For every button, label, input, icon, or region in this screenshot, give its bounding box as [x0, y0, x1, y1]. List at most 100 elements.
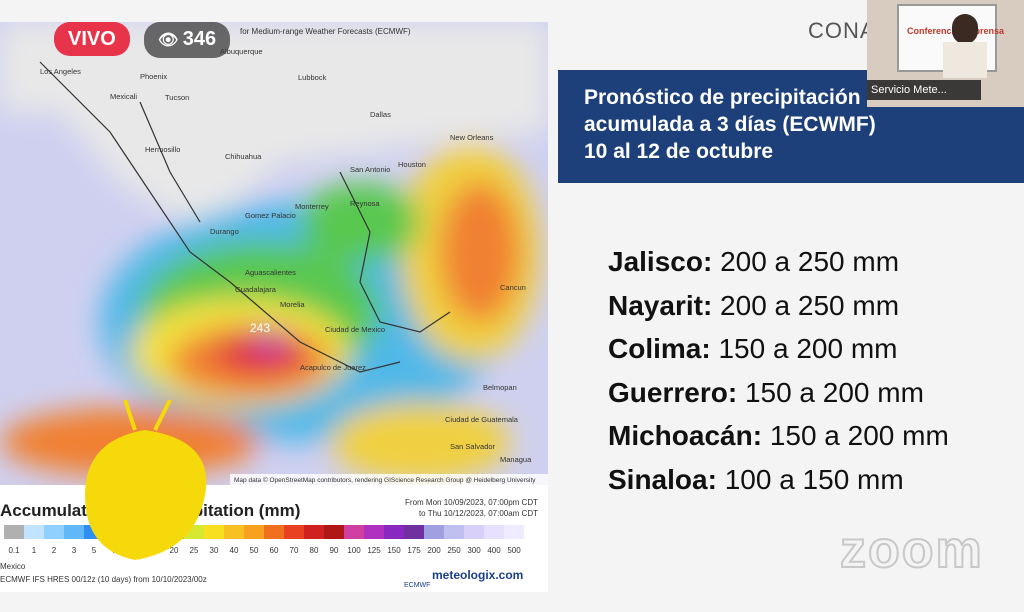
scale-label: 40 [230, 546, 239, 555]
range: 200 a 250 mm [720, 246, 900, 277]
scale-swatch [224, 525, 244, 539]
city-label: Lubbock [298, 73, 327, 82]
channel-logo [85, 400, 207, 560]
state: Colima: [608, 333, 711, 364]
title-line: acumulada a 3 días (ECWMF) [584, 113, 876, 136]
state: Michoacán: [608, 420, 763, 451]
live-badge: VIVO [54, 22, 130, 56]
forecast-item: Nayarit: 200 a 250 mm [608, 290, 899, 322]
city-label: Ciudad de Mexico [325, 325, 385, 334]
scale-label: 25 [190, 546, 199, 555]
city-label: New Orleans [450, 133, 494, 142]
forecast-item: Michoacán: 150 a 200 mm [608, 420, 949, 452]
city-label: Gomez Palacio [245, 211, 296, 220]
scale-label: 500 [507, 546, 521, 555]
state: Nayarit: [608, 289, 713, 321]
range: 150 a 200 mm [744, 376, 924, 408]
scale-label: 125 [367, 546, 381, 555]
scale-label: 5 [92, 546, 97, 555]
city-label: Guadalajara [235, 285, 277, 294]
city-label: Albuquerque [220, 47, 263, 56]
borders [39, 61, 451, 373]
pip-speaker: Servicio Mete... [867, 80, 981, 100]
weather-map: 243 Los Angeles Phoenix Tucson Mexicali Herm… [0, 22, 548, 592]
city-label: Aguascalientes [245, 268, 296, 277]
city-label: Chihuahua [225, 152, 262, 161]
watermark: zoom [839, 520, 984, 580]
scale-swatch [204, 525, 224, 539]
scale-label: 60 [270, 546, 279, 555]
city-label: Acapulco de Juarez [300, 363, 366, 372]
city-label: Houston [398, 160, 426, 169]
city-label: Mexicali [110, 92, 137, 101]
city-label: Hermosillo [145, 145, 180, 154]
city-label: Tucson [165, 93, 189, 102]
scale-label: 20 [170, 546, 179, 555]
scale-swatch [324, 525, 344, 539]
scale-label: 175 [407, 546, 421, 555]
forecast-item: Jalisco: 200 a 250 mm [608, 246, 899, 278]
scale-swatch [404, 525, 424, 539]
scale-label: 300 [467, 546, 481, 555]
scale-swatch [384, 525, 404, 539]
scale-label: 150 [387, 546, 401, 555]
period-to: to Thu 10/12/2023, 07:00am CDT [419, 509, 538, 518]
scale-swatch [304, 525, 324, 539]
scale-label: 3 [72, 546, 77, 555]
scale-label: 250 [447, 546, 461, 555]
scale-label: 400 [487, 546, 501, 555]
scale-swatch [284, 525, 304, 539]
title-line: 10 al 12 de octubre [584, 140, 774, 163]
city-label: Managua [500, 455, 532, 464]
range: 150 a 200 mm [769, 420, 949, 451]
scale-swatch [4, 525, 24, 539]
city-label: Los Angeles [40, 67, 81, 76]
scale-swatch [344, 525, 364, 539]
scale-label: 0.1 [8, 546, 20, 555]
slide-title: Pronóstico de precipitación acumulada a 3… [584, 84, 876, 165]
scale-swatch [364, 525, 384, 539]
scale-label: 200 [427, 546, 441, 555]
forecast-item: Colima: 150 a 200 mm [608, 333, 897, 365]
viewers: 346 [182, 28, 217, 50]
city-label: Durango [210, 227, 239, 236]
video-pip: Conferencia de prensa Servicio Mete... [867, 0, 1024, 107]
scale-label: 100 [347, 546, 361, 555]
map-header: for Medium-range Weather Forecasts (ECMW… [240, 27, 411, 36]
range: 150 a 200 mm [718, 333, 898, 364]
scale-swatch [44, 525, 64, 539]
brand-site: meteologix.com [432, 568, 523, 582]
scale-swatch [244, 525, 264, 539]
model: ECMWF IFS HRES 00/12z (10 days) from 10/… [0, 575, 207, 584]
city-label: Phoenix [140, 72, 167, 81]
scale-label: 80 [310, 546, 319, 555]
scale-swatch [464, 525, 484, 539]
city-label: Ciudad de Guatemala [445, 415, 519, 424]
city-label: Monterrey [295, 202, 329, 211]
city-label: Morelia [280, 300, 305, 309]
max-label: 243 [250, 321, 270, 335]
city-label: Reynosa [350, 199, 380, 208]
scale-label: 70 [290, 546, 299, 555]
scale-swatch [504, 525, 524, 539]
forecast-item: Guerrero: 150 a 200 mm [608, 377, 924, 409]
slide-logo: CONA [808, 18, 876, 43]
city-label: Cancun [500, 283, 526, 292]
viewer-count: 👁 346 [144, 22, 231, 58]
scale-swatch [24, 525, 44, 539]
scale-label: 30 [210, 546, 219, 555]
state: Sinaloa: [608, 463, 717, 495]
region: Mexico [0, 562, 26, 571]
city-label: San Salvador [450, 442, 496, 451]
scale-swatch [264, 525, 284, 539]
scale-swatch [424, 525, 444, 539]
attribution: Map data © OpenStreetMap contributors, r… [234, 476, 536, 484]
scale-label: 1 [32, 546, 37, 555]
forecast-item: Sinaloa: 100 a 150 mm [608, 464, 904, 496]
city-label: Dallas [370, 110, 391, 119]
state: Guerrero: [608, 376, 738, 408]
state: Jalisco: [608, 246, 713, 277]
scale-swatch [484, 525, 504, 539]
city-label: San Antonio [350, 165, 390, 174]
